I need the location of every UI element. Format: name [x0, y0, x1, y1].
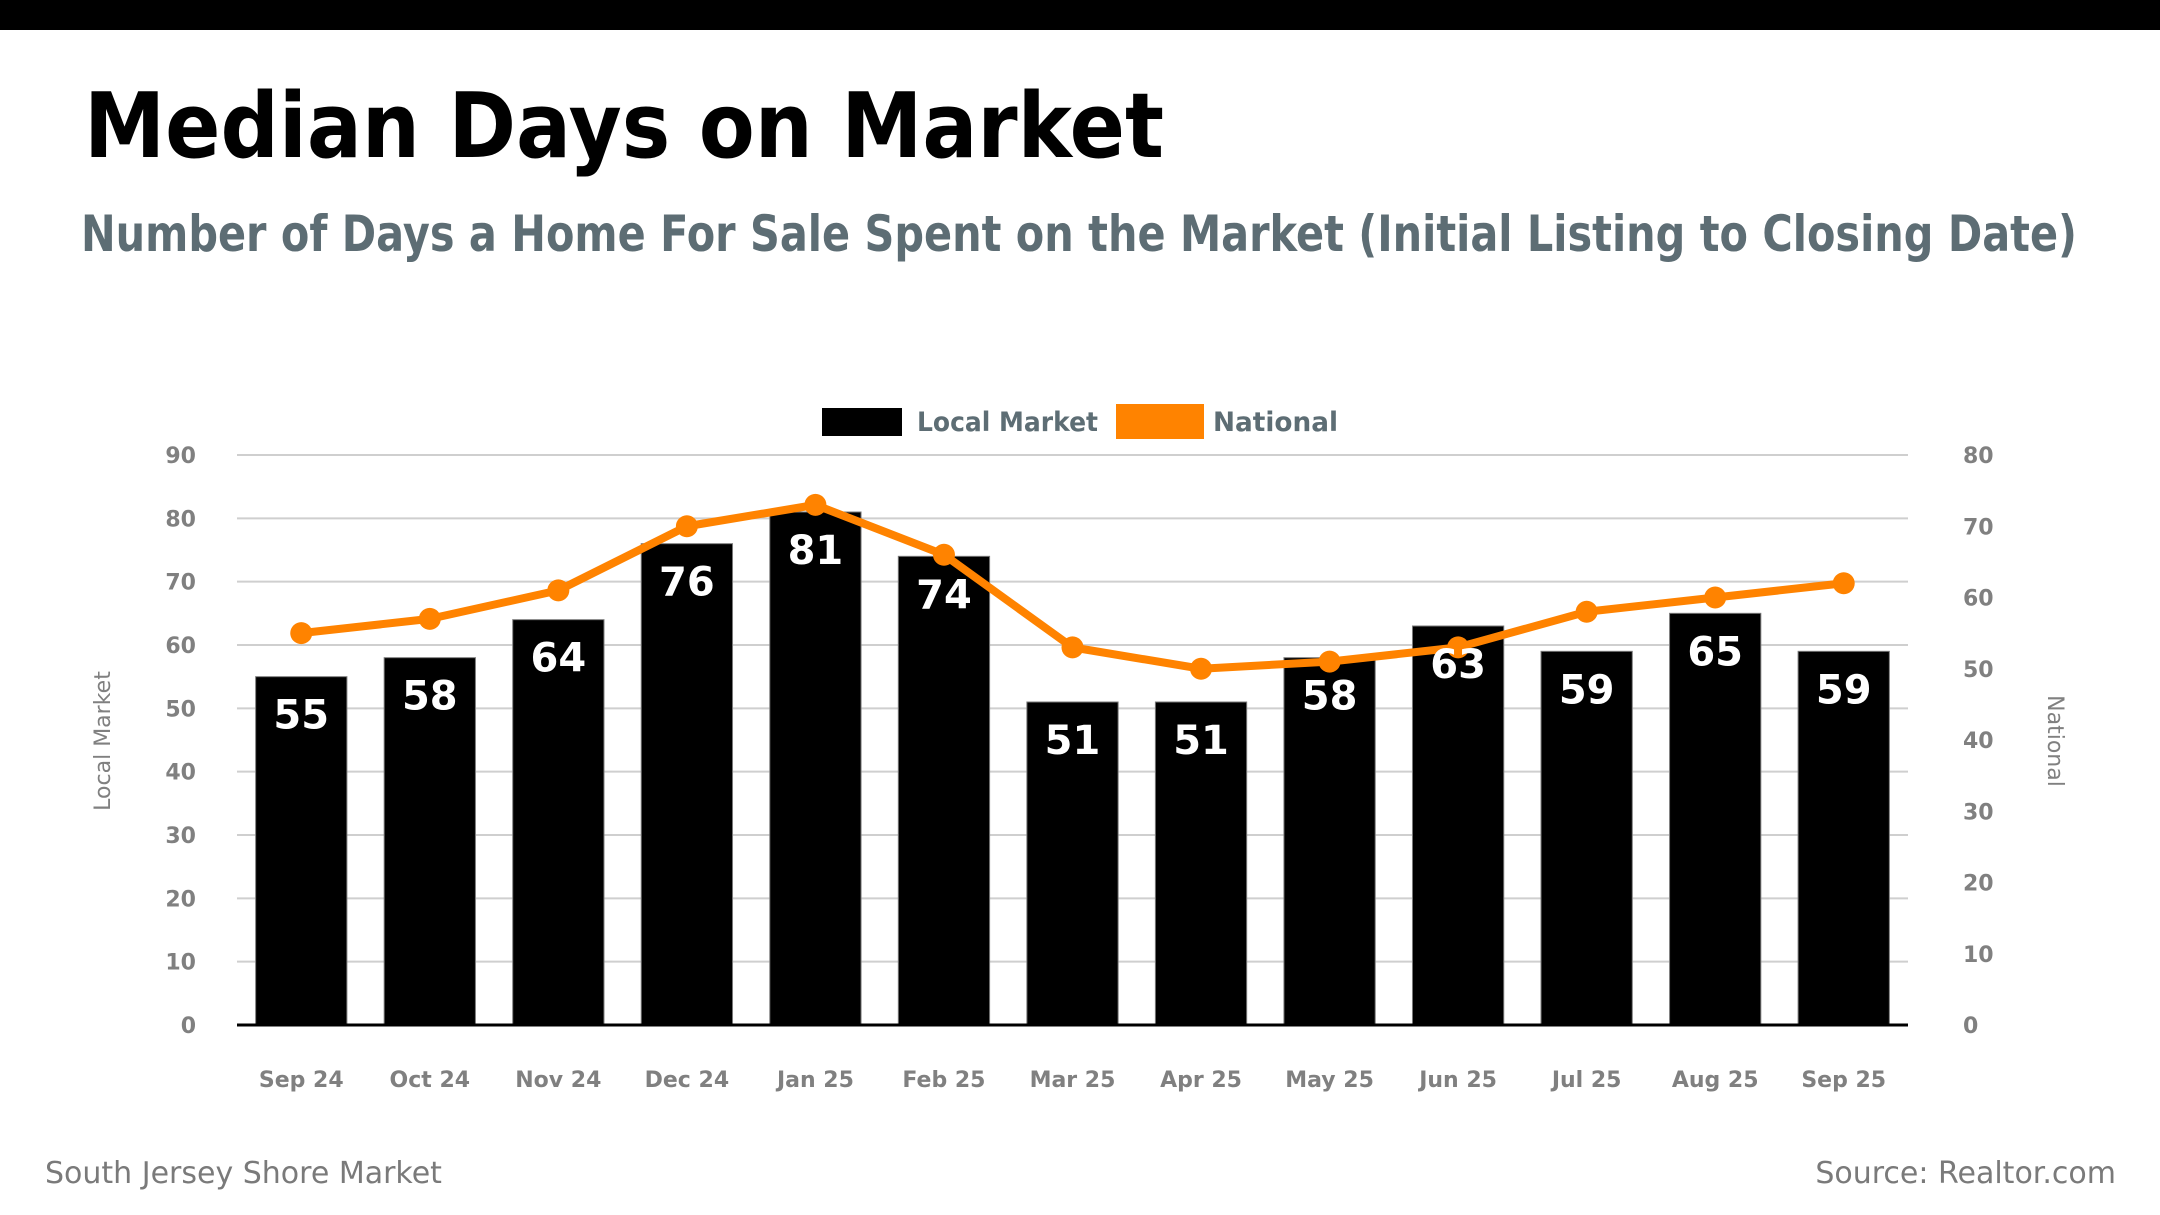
x-tick-label: Oct 24 — [390, 1068, 471, 1093]
left-tick-label: 0 — [181, 1014, 196, 1039]
national-point — [290, 622, 313, 645]
x-tick-label: Sep 25 — [1801, 1068, 1886, 1093]
bar-value-label: 58 — [1302, 674, 1358, 720]
footer-market-name: South Jersey Shore Market — [45, 1156, 442, 1191]
bar-value-label: 59 — [1816, 667, 1872, 713]
national-point — [1704, 586, 1727, 609]
bar-local-market — [383, 657, 476, 1026]
bar-value-label: 58 — [402, 674, 458, 720]
bar-local-market — [1797, 650, 1890, 1026]
bar-value-label: 55 — [273, 693, 329, 739]
bar-value-label: 63 — [1430, 642, 1486, 688]
national-point — [418, 607, 441, 630]
bar-value-label: 64 — [531, 636, 587, 682]
x-tick-label: Aug 25 — [1672, 1068, 1759, 1093]
bar-value-label: 51 — [1045, 718, 1101, 764]
x-tick-label: May 25 — [1285, 1068, 1374, 1093]
national-point — [932, 543, 955, 566]
bar-data-labels: 55 58 64 76 81 74 51 51 58 63 59 65 59 — [273, 528, 1871, 764]
bar-local-market — [1154, 701, 1248, 1026]
national-point — [1447, 636, 1470, 659]
x-tick-label: Jun 25 — [1417, 1068, 1497, 1093]
right-axis-ticks: 0 10 20 30 40 50 60 70 80 — [1963, 444, 1994, 1039]
national-point — [547, 579, 570, 602]
bar-local-market — [769, 511, 862, 1026]
legend-swatch-national — [1116, 404, 1204, 439]
bar-value-label: 59 — [1559, 667, 1615, 713]
bar-value-label: 81 — [788, 528, 844, 574]
bar-value-label: 76 — [659, 560, 715, 606]
national-point — [1318, 650, 1341, 673]
right-tick-label: 80 — [1963, 444, 1994, 469]
left-tick-label: 80 — [165, 507, 196, 532]
left-axis-title: Local Market — [91, 671, 116, 811]
legend-label-local-market: Local Market — [917, 407, 1098, 438]
bar-local-market — [1411, 625, 1505, 1026]
x-tick-label: Jan 25 — [775, 1068, 854, 1093]
legend-swatch-local-market — [822, 408, 902, 436]
bar-value-label: 65 — [1687, 629, 1743, 675]
legend: Local Market National — [822, 404, 1338, 439]
national-point — [804, 493, 827, 516]
left-axis-ticks: 0 10 20 30 40 50 60 70 80 90 — [165, 444, 196, 1039]
right-tick-label: 30 — [1963, 800, 1994, 825]
right-tick-label: 70 — [1963, 515, 1994, 540]
bar-local-market — [1669, 612, 1762, 1026]
left-tick-label: 90 — [165, 444, 196, 469]
right-tick-label: 10 — [1963, 943, 1994, 968]
national-point — [1061, 636, 1084, 659]
left-tick-label: 30 — [165, 824, 196, 849]
left-tick-label: 40 — [165, 761, 196, 786]
x-tick-label: Jul 25 — [1550, 1068, 1622, 1093]
right-tick-label: 60 — [1963, 587, 1994, 612]
local-market-bars — [255, 511, 1890, 1026]
page-subtitle: Number of Days a Home For Sale Spent on … — [81, 205, 2077, 263]
x-axis-ticks: Sep 24 Oct 24 Nov 24 Dec 24 Jan 25 Feb 25 Mar … — [259, 1068, 1886, 1093]
left-tick-label: 60 — [165, 634, 196, 659]
bar-local-market — [1026, 701, 1119, 1026]
x-tick-label: Feb 25 — [902, 1068, 985, 1093]
bar-local-market — [640, 543, 734, 1026]
bar-local-market — [1540, 650, 1633, 1026]
page-title: Median Days on Market — [84, 74, 1164, 179]
x-tick-label: Nov 24 — [515, 1068, 601, 1093]
national-point — [1832, 572, 1855, 595]
left-tick-label: 70 — [165, 571, 196, 596]
national-point — [1190, 657, 1213, 680]
national-point — [675, 515, 698, 538]
x-tick-label: Dec 24 — [645, 1068, 730, 1093]
top-banner — [0, 0, 2160, 30]
bar-value-label: 51 — [1173, 718, 1229, 764]
right-tick-label: 40 — [1963, 729, 1994, 754]
right-axis-title: National — [2042, 695, 2067, 787]
bar-local-market — [897, 555, 991, 1026]
bar-value-label: 74 — [916, 572, 972, 618]
right-tick-label: 0 — [1963, 1014, 1978, 1039]
legend-label-national: National — [1213, 407, 1338, 438]
x-tick-label: Sep 24 — [259, 1068, 344, 1093]
left-tick-label: 10 — [165, 951, 196, 976]
national-point — [1575, 600, 1598, 623]
national-line-series — [290, 493, 1855, 680]
bar-local-market — [512, 619, 605, 1026]
x-tick-label: Apr 25 — [1160, 1068, 1242, 1093]
bar-local-market — [255, 676, 348, 1026]
right-tick-label: 50 — [1963, 658, 1994, 683]
right-tick-label: 20 — [1963, 872, 1994, 897]
footer-source: Source: Realtor.com — [1815, 1156, 2116, 1191]
left-tick-label: 50 — [165, 697, 196, 722]
left-tick-label: 20 — [165, 887, 196, 912]
x-tick-label: Mar 25 — [1030, 1068, 1116, 1093]
